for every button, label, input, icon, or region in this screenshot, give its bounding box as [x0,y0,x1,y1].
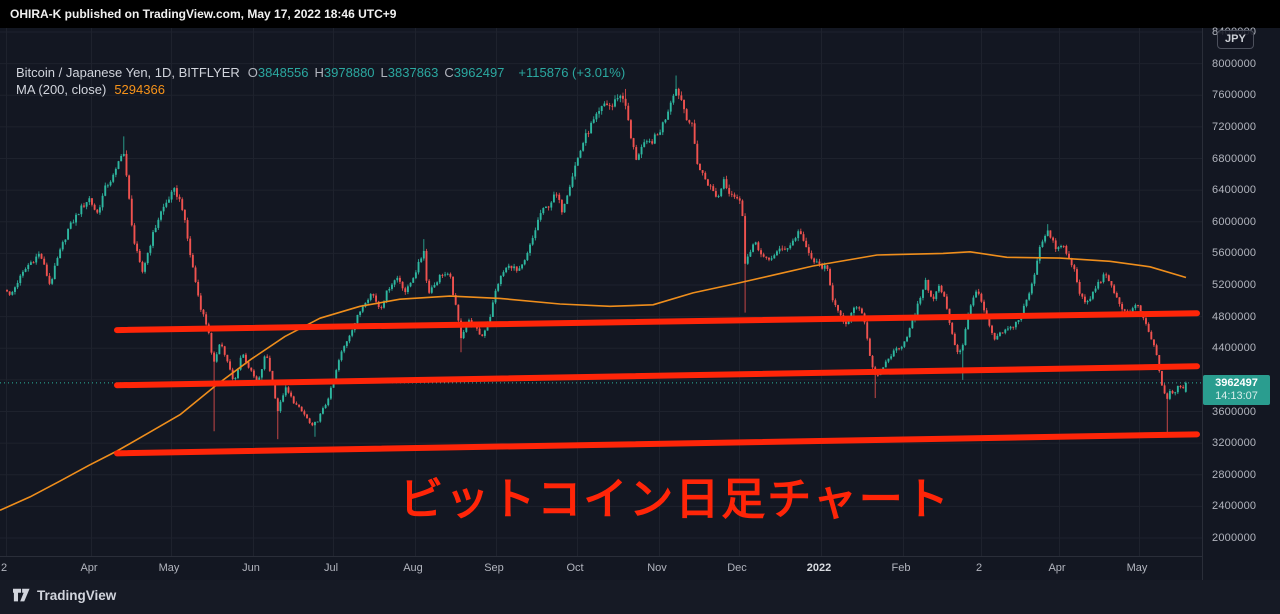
grid-lines [0,28,1202,556]
trend-line-3[interactable] [114,431,1200,457]
time-tick: 2 [0,562,8,574]
price-tick: 2000000 [1212,532,1257,544]
price-tick: 7200000 [1212,120,1257,133]
current-price-label[interactable]: 3962497 14:13:07 [1203,374,1270,405]
time-tick: Jul [323,562,339,574]
bar-countdown: 14:13:07 [1215,389,1258,402]
price-tick: 3600000 [1212,405,1257,418]
price-tick: 6800000 [1212,152,1257,165]
time-tick: Apr [80,562,98,574]
price-axis[interactable]: 8400000800000076000007200000680000064000… [1202,26,1280,580]
price-tick: 4400000 [1212,342,1257,355]
price-tick: 8000000 [1212,57,1257,70]
price-tick: 6400000 [1212,184,1257,197]
trend-line-2[interactable] [114,363,1200,389]
tradingview-brand-text: TradingView [37,588,117,603]
price-tick: 3200000 [1212,437,1257,450]
time-tick: 2022 [806,562,832,574]
symbol-legend: Bitcoin / Japanese Yen, 1D, BITFLYER O38… [16,65,625,98]
price-tick: 5600000 [1212,247,1257,260]
time-tick: Feb [891,562,911,574]
time-tick: Apr [1048,562,1066,574]
ohlc-values: O3848556 H3978880 L3837863 C3962497 [248,65,511,81]
time-axis[interactable]: 2 Apr May Jun Jul Aug Sep Oct Nov Dec 2022 Feb 2 Apr M… [0,556,1202,580]
currency-badge: JPY [1217,30,1254,49]
trend-line-1[interactable] [114,310,1200,334]
time-tick: May [1126,562,1148,574]
ohlc-l: L3837863 [380,65,439,80]
price-tick: 7600000 [1212,89,1257,102]
time-tick: 2 [975,562,983,574]
price-tick: 2800000 [1212,468,1257,481]
tradingview-logo-icon [13,588,30,602]
chart-annotation[interactable]: ビットコイン日足チャート [399,475,951,524]
ma200-line [0,251,1187,512]
current-price-value: 3962497 [1215,376,1258,389]
price-tick: 2400000 [1212,500,1257,513]
ohlc-o: O3848556 [247,65,309,80]
tradingview-brand-link[interactable]: TradingView [13,588,116,603]
time-tick: Aug [403,562,423,574]
time-tick: Nov [647,562,667,574]
chart-pane[interactable]: ビットコイン日足チャート Bitcoin / Japanese Yen, 1D,… [0,28,1202,556]
ohlc-h: H3978880 [314,65,375,80]
change-value: +115876 (+3.01%) [518,65,626,80]
price-tick: 5200000 [1212,279,1257,291]
publish-info-text: OHIRA-K published on TradingView.com, Ma… [10,7,397,21]
time-tick: Oct [566,562,584,574]
ma-value: 5294366 [114,82,165,97]
ma-label: MA (200, close) [16,82,107,97]
time-tick: May [158,562,180,574]
time-tick: Dec [727,562,747,574]
ohlc-c: C3962497 [444,65,505,80]
legend-row-ma: MA (200, close) 5294366 [16,82,625,98]
publish-info-bar: OHIRA-K published on TradingView.com, Ma… [0,0,1280,28]
chart-canvas[interactable]: ビットコイン日足チャート [0,28,1202,556]
symbol-title: Bitcoin / Japanese Yen, 1D, BITFLYER [16,65,240,80]
footer-bar: TradingView [0,580,1280,614]
legend-row-symbol: Bitcoin / Japanese Yen, 1D, BITFLYER O38… [16,65,625,81]
price-tick: 4800000 [1212,310,1257,323]
price-tick: 6000000 [1212,215,1257,228]
time-tick: Jun [242,562,260,574]
time-tick: Sep [484,562,504,574]
trend-lines-group[interactable] [114,310,1200,457]
